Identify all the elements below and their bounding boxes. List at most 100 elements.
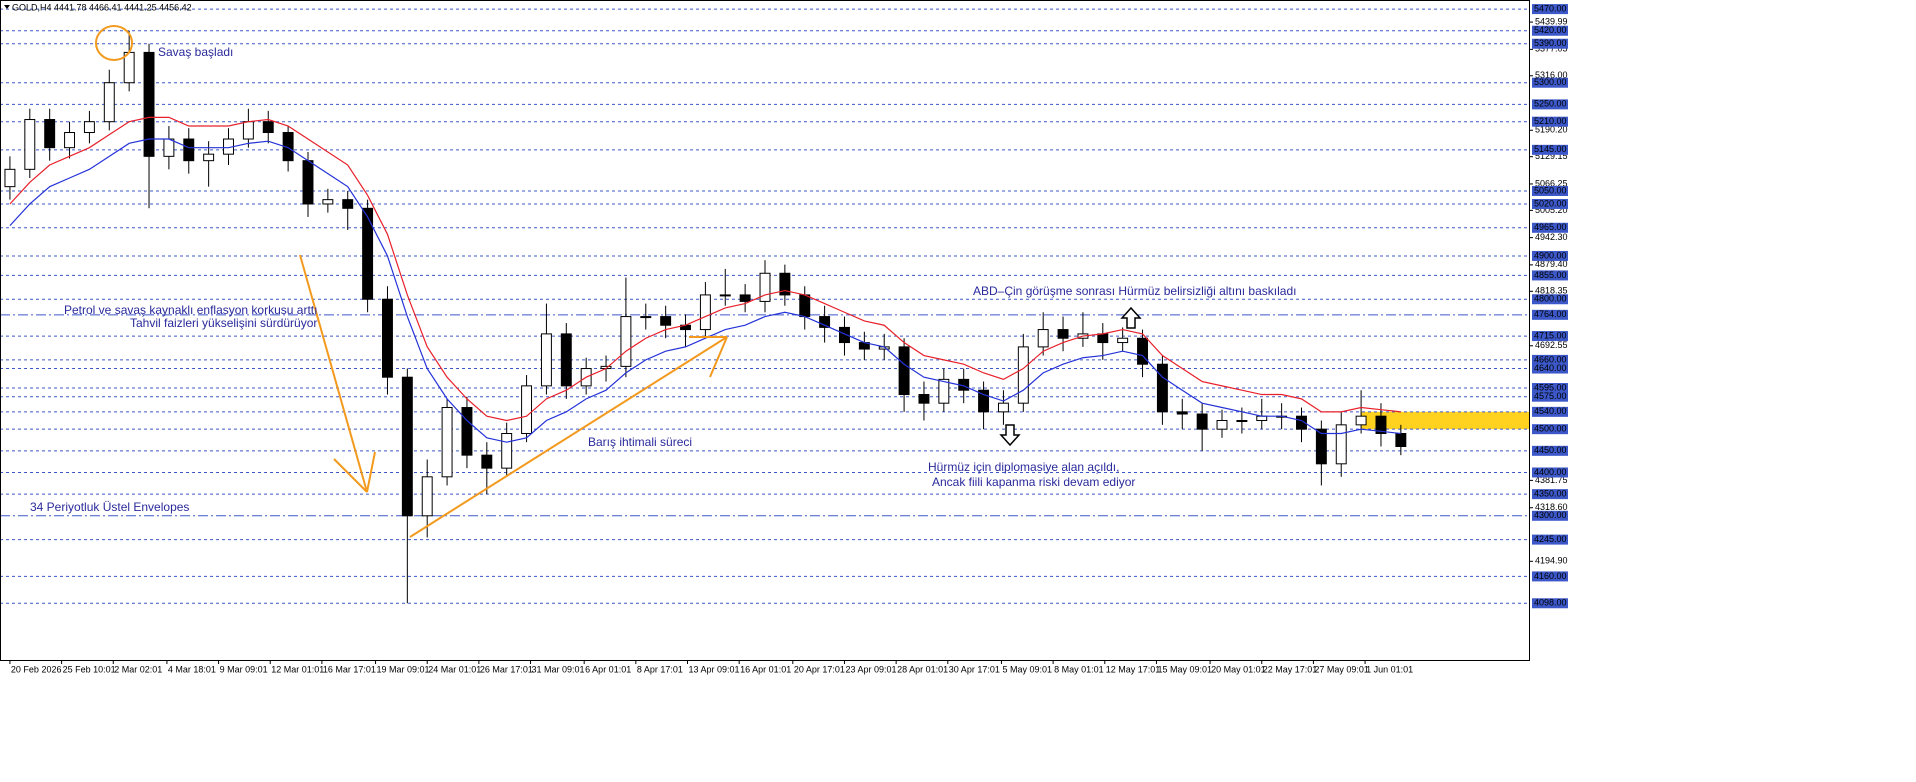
levels-layer bbox=[0, 8, 1530, 604]
highlight-circle bbox=[95, 25, 133, 61]
candle-body bbox=[441, 407, 453, 478]
x-tick-label: 30 Apr 17:01 bbox=[949, 664, 1000, 674]
orange-arrows bbox=[299, 254, 728, 538]
envelope-line bbox=[9, 116, 1401, 422]
x-tick-label: 27 May 09:01 bbox=[1314, 664, 1369, 674]
level-label-bg bbox=[1532, 77, 1568, 88]
candle-body bbox=[739, 294, 751, 302]
candle-body bbox=[1296, 415, 1307, 430]
candle-body bbox=[1196, 413, 1208, 430]
level-label-bg bbox=[1532, 144, 1568, 155]
candle-body bbox=[24, 119, 36, 170]
candle-body bbox=[521, 385, 533, 435]
level-label: 5300.00 bbox=[1534, 77, 1567, 87]
candle-body bbox=[103, 82, 115, 123]
x-tick-label: 8 Apr 17:01 bbox=[637, 664, 683, 674]
level-label: 5470.00 bbox=[1534, 3, 1567, 13]
level-label: 4098.00 bbox=[1534, 598, 1567, 608]
level-label: 4764.00 bbox=[1534, 309, 1567, 319]
x-tick-label: 16 Apr 01:01 bbox=[740, 664, 791, 674]
marks-layer bbox=[4, 30, 1407, 604]
candle-body bbox=[997, 402, 1009, 413]
x-tick-label: 4 Mar 18:01 bbox=[168, 664, 216, 674]
candle-body bbox=[322, 199, 334, 205]
candle-body bbox=[1315, 428, 1327, 465]
envelope-line bbox=[9, 138, 1401, 443]
level-label-bg bbox=[1532, 424, 1568, 435]
header-ohlc: 4441.78 4466.41 4441.25 4456.42 bbox=[54, 2, 192, 12]
candle-body bbox=[699, 294, 711, 331]
x-tick-label: 31 Mar 09:01 bbox=[532, 664, 585, 674]
x-tick-label: 9 Mar 09:01 bbox=[220, 664, 268, 674]
candle-body bbox=[382, 298, 393, 378]
x-tick-label: 6 Apr 01:01 bbox=[585, 664, 631, 674]
y-tick-label: 5190.20 bbox=[1535, 125, 1568, 135]
candle-body bbox=[779, 272, 791, 296]
candle-body bbox=[1057, 329, 1069, 339]
annotation: Barış ihtimali süreci bbox=[588, 435, 692, 449]
plot-frame bbox=[0, 0, 1530, 661]
level-label: 4900.00 bbox=[1534, 250, 1567, 260]
candle-body bbox=[540, 333, 552, 387]
y-tick-label: 4879.40 bbox=[1535, 259, 1568, 269]
y-tick-label: 4818.35 bbox=[1535, 286, 1568, 296]
level-label: 5145.00 bbox=[1534, 144, 1567, 154]
candle-body bbox=[143, 51, 155, 157]
candle-body bbox=[242, 121, 254, 140]
annotation: Petrol ve savaş kaynaklı enflasyon korku… bbox=[64, 303, 317, 317]
candle-body bbox=[620, 316, 632, 367]
level-label: 5050.00 bbox=[1534, 185, 1567, 195]
level-label: 4715.00 bbox=[1534, 330, 1567, 340]
level-label: 4300.00 bbox=[1534, 510, 1567, 520]
candle-body bbox=[302, 160, 314, 205]
level-label-bg bbox=[1532, 406, 1568, 417]
candle-body bbox=[1256, 415, 1268, 422]
candle-body bbox=[262, 121, 274, 134]
x-tick-label: 20 Feb 2026 bbox=[11, 664, 62, 674]
candle-body bbox=[401, 376, 413, 517]
x-tick-label: 16 Mar 17:01 bbox=[323, 664, 376, 674]
candle-body bbox=[1176, 411, 1188, 415]
x-tick-label: 13 Apr 09:01 bbox=[689, 664, 740, 674]
annotation: Tahvil faizleri yükselişini sürdürüyor bbox=[130, 316, 317, 330]
level-label: 5020.00 bbox=[1534, 198, 1567, 208]
level-label-bg bbox=[1532, 270, 1568, 281]
level-label-bg bbox=[1532, 445, 1568, 456]
level-label: 5420.00 bbox=[1534, 25, 1567, 35]
candle-body bbox=[4, 168, 16, 188]
candle-body bbox=[1137, 337, 1149, 365]
arrow-up bbox=[409, 336, 728, 538]
price-zone bbox=[1361, 411, 1530, 430]
x-tick-label: 15 May 09:01 bbox=[1157, 664, 1212, 674]
level-label-bg bbox=[1532, 489, 1568, 500]
level-label-bg bbox=[1532, 510, 1568, 521]
candle-body bbox=[978, 389, 990, 413]
candle-body bbox=[481, 454, 493, 469]
candle-body bbox=[839, 326, 850, 344]
level-label: 4660.00 bbox=[1534, 354, 1567, 364]
candle-body bbox=[1117, 337, 1129, 344]
level-label: 4965.00 bbox=[1534, 222, 1567, 232]
candle-body bbox=[64, 132, 76, 149]
candle-body bbox=[640, 316, 652, 319]
level-label-bg bbox=[1532, 116, 1568, 127]
y-tick-label: 4381.75 bbox=[1535, 475, 1568, 485]
level-label-bg bbox=[1532, 571, 1568, 582]
arrow-head bbox=[333, 458, 368, 493]
level-label: 4540.00 bbox=[1534, 406, 1567, 416]
level-label-bg bbox=[1532, 38, 1568, 49]
candle-body bbox=[1335, 424, 1347, 465]
level-label-bg bbox=[1532, 185, 1568, 196]
y-tick-label: 4194.90 bbox=[1535, 556, 1568, 566]
candle-body bbox=[501, 433, 513, 469]
y-tick-label: 5066.25 bbox=[1535, 178, 1568, 188]
candle-body bbox=[759, 272, 771, 302]
candle-body bbox=[461, 407, 473, 456]
candle-body bbox=[362, 207, 374, 300]
level-label: 4245.00 bbox=[1534, 534, 1567, 544]
x-tick-label: 8 May 01:01 bbox=[1054, 664, 1104, 674]
candle-body bbox=[203, 153, 215, 162]
candle-body bbox=[560, 333, 572, 387]
candle-body bbox=[660, 316, 672, 326]
level-label: 4800.00 bbox=[1534, 294, 1567, 304]
